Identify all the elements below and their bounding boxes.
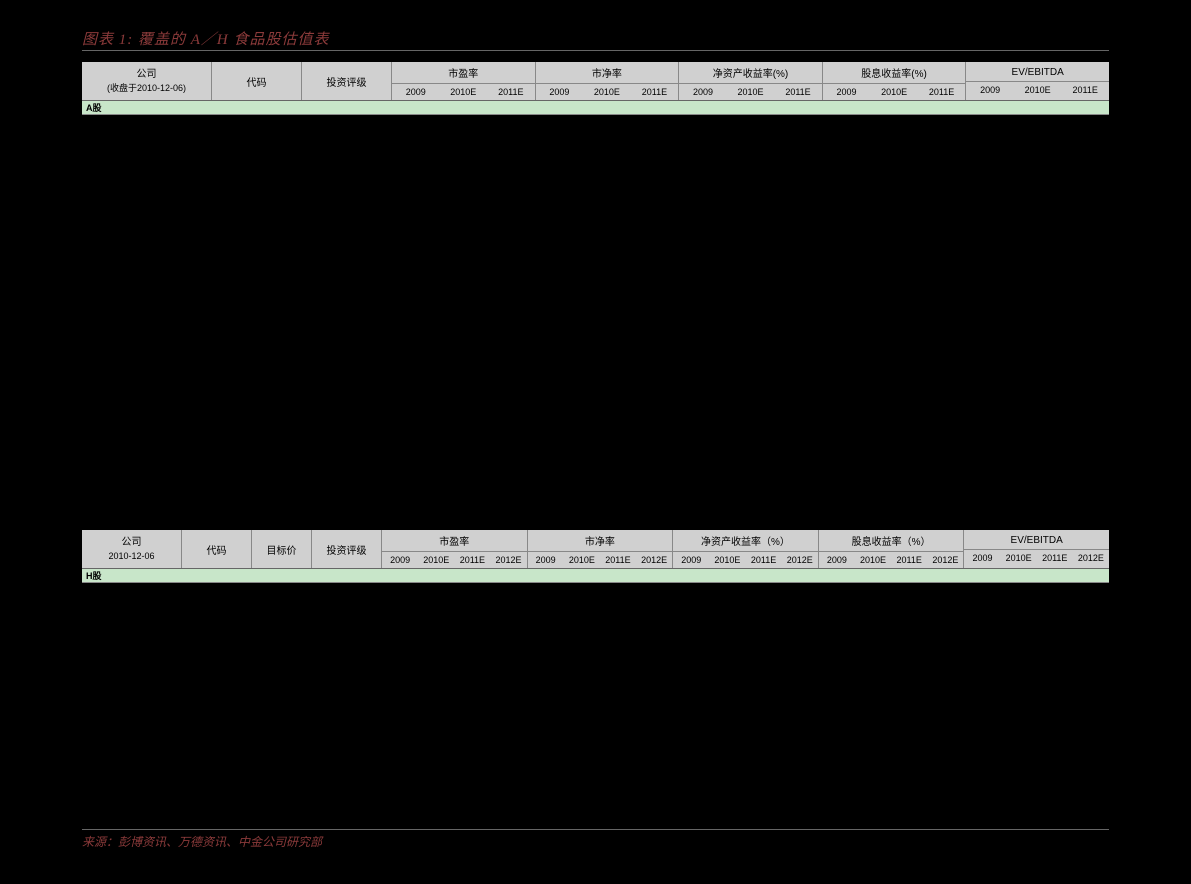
group-evebitda: EV/EBITDA [964, 532, 1109, 549]
year: 2012E [782, 552, 818, 568]
year: 2010E [564, 552, 600, 568]
year: 2011E [1037, 550, 1073, 566]
year: 2011E [918, 84, 966, 100]
year: 2011E [746, 552, 782, 568]
col-code: 代码 [182, 530, 252, 568]
valuation-table-b: 公司 2010-12-06 代码 目标价 投资评级 市盈率 2009 2010E… [82, 530, 1109, 583]
col-pe: 市盈率 2009 2010E 2011E 2012E [382, 530, 528, 568]
table-a-header: 公司 (收盘于2010-12-06) 代码 投资评级 市盈率 2009 2010… [82, 62, 1109, 101]
year: 2011E [1061, 82, 1109, 98]
year: 2011E [631, 84, 679, 100]
col-pe: 市盈率 2009 2010E 2011E [392, 62, 536, 100]
year: 2010E [870, 84, 918, 100]
col-roe: 净资产收益率（%） 2009 2010E 2011E 2012E [673, 530, 819, 568]
year: 2010E [440, 84, 488, 100]
group-pb: 市净率 [536, 62, 679, 83]
col-code: 代码 [212, 62, 302, 100]
col-rating: 投资评级 [312, 530, 382, 568]
year: 2011E [600, 552, 636, 568]
year: 2009 [392, 84, 440, 100]
title-rule [82, 50, 1109, 51]
year: 2009 [382, 552, 418, 568]
col-dividend: 股息收益率（%） 2009 2010E 2011E 2012E [819, 530, 965, 568]
year: 2009 [673, 552, 709, 568]
year: 2010E [1014, 82, 1062, 98]
date-label: 2010-12-06 [82, 550, 181, 563]
year: 2012E [1073, 550, 1109, 566]
code-label: 代码 [212, 74, 301, 89]
year: 2011E [454, 552, 490, 568]
col-evebitda: EV/EBITDA 2009 2010E 2011E [966, 62, 1109, 100]
code-label: 代码 [182, 542, 251, 557]
group-roe: 净资产收益率(%) [679, 62, 822, 83]
group-roe: 净资产收益率（%） [673, 530, 818, 551]
year: 2009 [536, 84, 584, 100]
year: 2012E [490, 552, 526, 568]
col-pb: 市净率 2009 2010E 2011E 2012E [528, 530, 674, 568]
section-h-shares: H股 [82, 569, 1109, 583]
table-b-header: 公司 2010-12-06 代码 目标价 投资评级 市盈率 2009 2010E… [82, 530, 1109, 569]
group-dividend: 股息收益率(%) [823, 62, 966, 83]
source-rule [82, 829, 1109, 830]
company-label: 公司 [82, 68, 211, 82]
date-label: (收盘于2010-12-06) [82, 82, 211, 95]
target-label: 目标价 [252, 542, 311, 557]
year: 2011E [487, 84, 535, 100]
group-evebitda: EV/EBITDA [966, 64, 1109, 81]
chart-title: 图表 1: 覆盖的 A／H 食品股估值表 [82, 28, 330, 49]
year: 2010E [855, 552, 891, 568]
group-pe: 市盈率 [382, 530, 527, 551]
year: 2009 [823, 84, 871, 100]
year: 2010E [583, 84, 631, 100]
col-company: 公司 (收盘于2010-12-06) [82, 62, 212, 100]
col-roe: 净资产收益率(%) 2009 2010E 2011E [679, 62, 823, 100]
col-evebitda: EV/EBITDA 2009 2010E 2011E 2012E [964, 530, 1109, 568]
year: 2010E [727, 84, 775, 100]
year: 2012E [927, 552, 963, 568]
section-label: A股 [86, 101, 102, 114]
year: 2009 [966, 82, 1014, 98]
col-target: 目标价 [252, 530, 312, 568]
group-dividend: 股息收益率（%） [819, 530, 964, 551]
col-rating: 投资评级 [302, 62, 392, 100]
section-a-shares: A股 [82, 101, 1109, 115]
year: 2011E [891, 552, 927, 568]
company-label: 公司 [82, 536, 181, 550]
year: 2009 [679, 84, 727, 100]
section-label: H股 [86, 569, 102, 582]
group-pe: 市盈率 [392, 62, 535, 83]
valuation-table-a: 公司 (收盘于2010-12-06) 代码 投资评级 市盈率 2009 2010… [82, 62, 1109, 115]
col-dividend: 股息收益率(%) 2009 2010E 2011E [823, 62, 967, 100]
year: 2010E [418, 552, 454, 568]
rating-label: 投资评级 [312, 542, 381, 557]
year: 2010E [709, 552, 745, 568]
group-pb: 市净率 [528, 530, 673, 551]
col-pb: 市净率 2009 2010E 2011E [536, 62, 680, 100]
year: 2009 [819, 552, 855, 568]
year: 2009 [528, 552, 564, 568]
col-company: 公司 2010-12-06 [82, 530, 182, 568]
rating-label: 投资评级 [302, 74, 391, 89]
year: 2009 [964, 550, 1000, 566]
year: 2011E [774, 84, 822, 100]
source-text: 来源：彭博资讯、万德资讯、中金公司研究部 [82, 833, 322, 850]
year: 2012E [636, 552, 672, 568]
year: 2010E [1001, 550, 1037, 566]
